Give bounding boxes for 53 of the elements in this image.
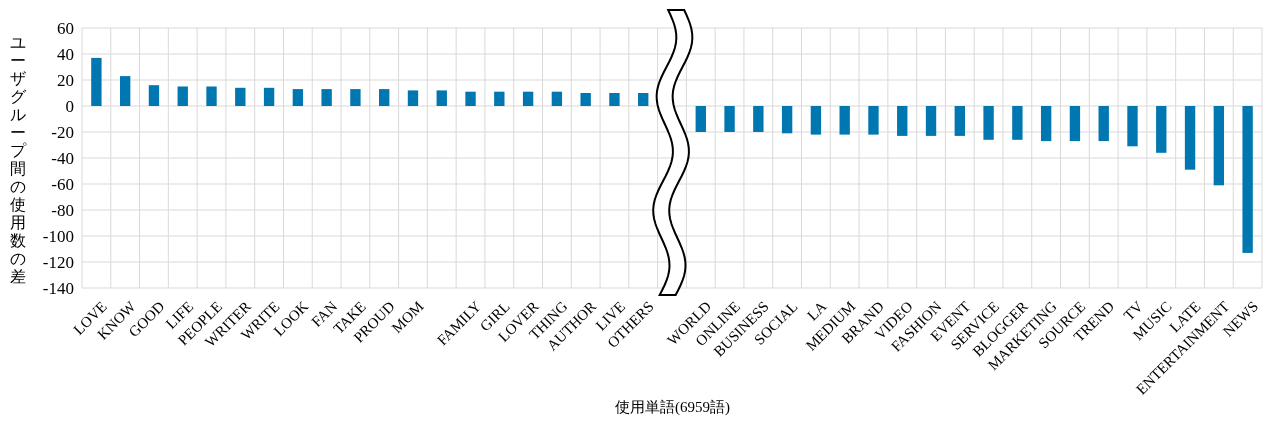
bar	[724, 106, 735, 132]
y-tick-label: -80	[51, 200, 74, 220]
bar	[1156, 106, 1167, 153]
bar	[983, 106, 994, 140]
y-tick-label: -120	[42, 252, 74, 272]
bar	[148, 85, 160, 106]
bar	[609, 93, 620, 106]
y-tick-label: -140	[42, 278, 74, 298]
bar	[1040, 106, 1052, 142]
bar	[465, 91, 476, 106]
bar	[407, 90, 419, 106]
bar	[235, 87, 246, 106]
bar	[868, 106, 879, 135]
text: ユーザグループ間の使用数の差	[10, 34, 26, 285]
bar	[522, 91, 534, 106]
y-tick-label: 0	[65, 96, 74, 116]
x-axis-title: 使用単語(6959語)	[615, 399, 730, 416]
bar	[292, 89, 304, 106]
bar	[436, 90, 447, 106]
y-tick-label: 20	[57, 70, 74, 90]
y-tick-label: -40	[51, 148, 74, 168]
bar	[119, 76, 131, 106]
bar	[1069, 106, 1081, 142]
bar	[1012, 106, 1023, 140]
bar	[379, 89, 390, 106]
bar	[206, 86, 217, 106]
bar	[580, 93, 591, 106]
y-tick-label: -100	[42, 226, 74, 246]
y-tick-label: 60	[57, 18, 74, 38]
bar	[810, 106, 822, 135]
y-tick-label: 40	[57, 44, 74, 64]
bar	[91, 57, 102, 106]
bar	[1213, 106, 1225, 186]
bar	[321, 89, 332, 106]
bar	[753, 106, 764, 132]
bar	[494, 91, 505, 106]
bar	[897, 106, 908, 136]
y-tick-label: -60	[51, 174, 74, 194]
bar	[1098, 106, 1109, 142]
bar	[925, 106, 937, 136]
bar	[839, 106, 850, 135]
bar	[263, 87, 275, 106]
bar	[1242, 106, 1253, 253]
bar	[551, 91, 563, 106]
bar	[695, 106, 706, 132]
bar	[1127, 106, 1138, 147]
y-tick-label: -20	[51, 122, 74, 142]
bar	[350, 89, 361, 106]
bar	[638, 93, 649, 106]
bar	[177, 86, 188, 106]
bar	[1184, 106, 1196, 170]
bar	[954, 106, 965, 136]
bar	[781, 106, 793, 134]
